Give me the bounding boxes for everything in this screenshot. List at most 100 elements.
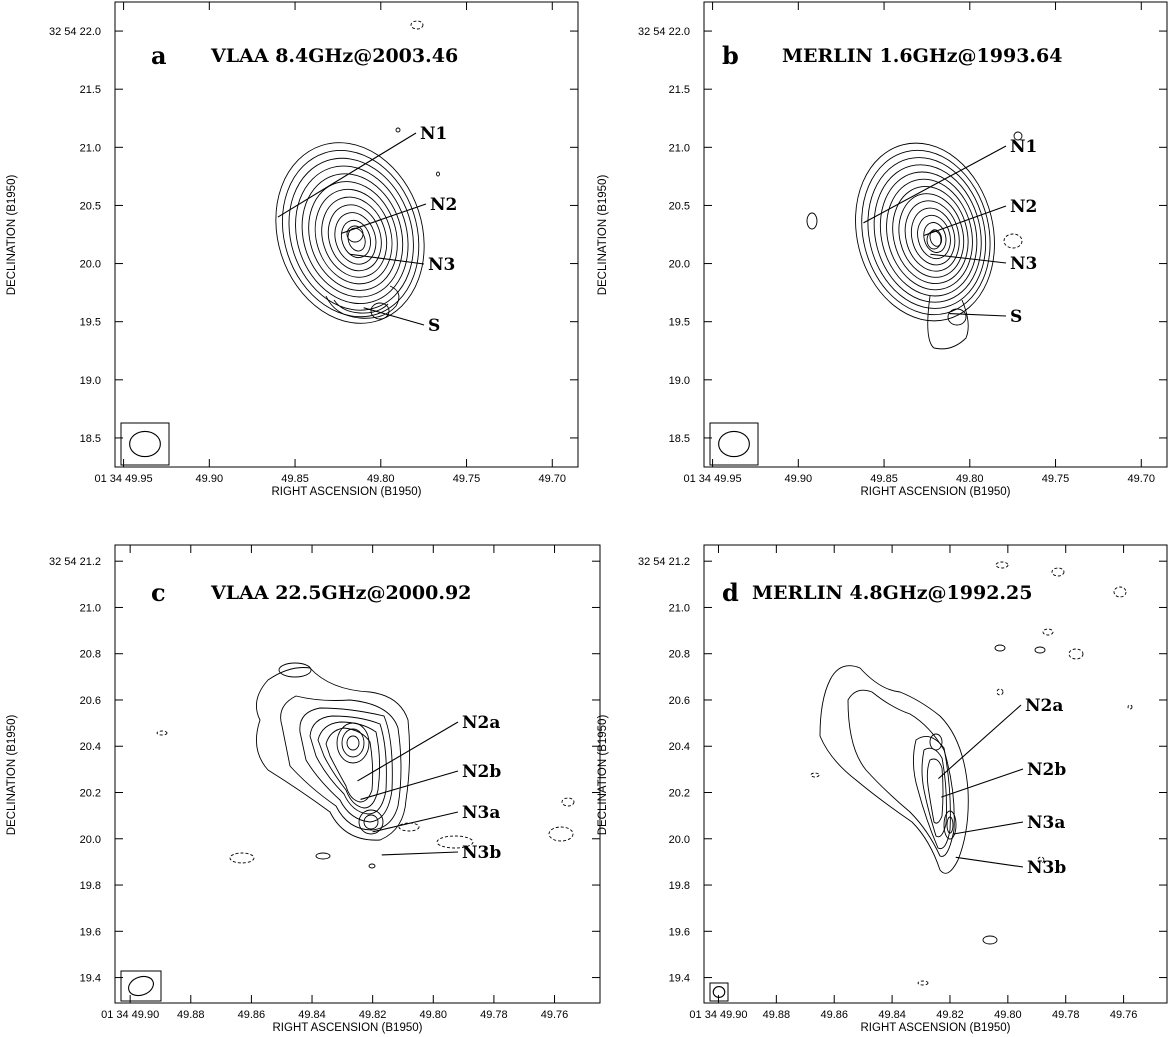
x-tick-label: 49.90 — [196, 473, 224, 485]
contour-line — [295, 165, 409, 305]
panel-b: 01 34 49.95 49.90 49.85 49.80 49.75 49.70 32 5… — [597, 1, 1168, 498]
x-tick-label: 49.82 — [359, 1009, 387, 1021]
beam-ellipse — [718, 430, 750, 458]
contour-line — [943, 810, 957, 840]
y-tick-label: 32 54 22.0 — [638, 26, 690, 38]
component-leader — [952, 821, 1024, 835]
y-tick-label: 19.4 — [80, 973, 101, 985]
y-tick-label: 20.6 — [80, 695, 101, 707]
y-tick-label: 19.0 — [669, 375, 690, 387]
y-tick-label: 20.0 — [669, 259, 690, 271]
x-tick-label: 49.70 — [1128, 473, 1156, 485]
component-leader — [863, 145, 1007, 224]
x-tick-label: 49.75 — [453, 473, 481, 485]
y-tick-label: 21.0 — [80, 602, 101, 614]
contour-line — [929, 733, 943, 751]
contour-line — [336, 722, 370, 764]
contour-line — [358, 809, 384, 835]
x-tick-label: 01 34 49.90 — [689, 1009, 747, 1021]
component-label: N3a — [1027, 813, 1065, 833]
contour-line — [309, 715, 387, 815]
contour-line — [873, 164, 982, 303]
contour-line — [913, 735, 951, 850]
contour-line — [929, 229, 943, 247]
x-axis-title: RIGHT ASCENSION (B1950) — [861, 1022, 1011, 1034]
y-axis-title: DECLINATION (B1950) — [6, 715, 18, 836]
y-tick-label: 19.6 — [80, 926, 101, 938]
component-label: N1 — [1010, 137, 1037, 157]
contour-line — [325, 727, 374, 803]
contour-map — [275, 20, 440, 324]
x-tick-label: 49.80 — [994, 1009, 1022, 1021]
contour-line — [923, 222, 947, 253]
x-tick-label: 49.86 — [820, 1009, 848, 1021]
x-tick-label: 49.85 — [870, 473, 898, 485]
negative-contour — [1051, 567, 1065, 577]
panel-title: MERLIN 4.8GHz@1992.25 — [752, 582, 1033, 604]
x-tick-label: 49.85 — [281, 473, 309, 485]
panel-letter: b — [722, 41, 739, 70]
y-tick-label: 19.5 — [669, 317, 690, 329]
x-tick-label: 49.84 — [298, 1009, 326, 1021]
contour-line — [1034, 646, 1046, 654]
contour-line — [886, 178, 973, 291]
y-tick-label: 21.5 — [80, 84, 101, 96]
y-tick-label: 20.0 — [669, 834, 690, 846]
component-label: S — [1010, 307, 1022, 327]
negative-contour — [995, 561, 1009, 569]
y-tick-label: 19.8 — [669, 880, 690, 892]
contour-line — [340, 219, 372, 259]
contour-line — [346, 225, 364, 243]
y-tick-label: 20.5 — [80, 200, 101, 212]
contour-line — [395, 127, 401, 133]
contour-line — [892, 185, 969, 285]
component-leader — [363, 307, 425, 326]
component-label: N2b — [1027, 760, 1066, 780]
contour-line — [301, 173, 404, 298]
x-tick-label: 49.75 — [1042, 473, 1070, 485]
negative-contour — [917, 980, 929, 986]
x-tick-label: 49.70 — [539, 473, 567, 485]
negative-contour — [1127, 704, 1133, 710]
y-tick-label: 20.0 — [80, 834, 101, 846]
y-tick-label: 20.2 — [80, 788, 101, 800]
contour-line — [315, 852, 331, 860]
contour-line — [926, 758, 944, 824]
y-tick-label: 21.0 — [80, 142, 101, 154]
contour-line — [363, 814, 379, 830]
component-label: N2 — [1010, 197, 1037, 217]
contour-line — [321, 196, 388, 278]
contour-map — [156, 662, 575, 869]
contour-line — [819, 665, 969, 874]
component-label: N2a — [462, 713, 500, 733]
component-leader — [372, 811, 459, 833]
x-tick-label: 49.78 — [480, 1009, 508, 1021]
x-tick-label: 01 34 49.95 — [684, 473, 742, 485]
y-tick-label: 20.0 — [80, 259, 101, 271]
beam-ellipse — [128, 975, 154, 997]
y-tick-label: 19.4 — [669, 973, 690, 985]
contour-line — [910, 207, 956, 266]
negative-contour — [398, 822, 420, 832]
y-tick-label: 20.5 — [669, 200, 690, 212]
negative-contour — [996, 688, 1004, 696]
y-tick-label: 21.0 — [669, 602, 690, 614]
panel-d: 01 34 49.90 49.88 49.86 49.84 49.82 49.80 49.7… — [597, 544, 1168, 1034]
component-leader — [938, 704, 1022, 780]
y-axis-title: DECLINATION (B1950) — [597, 715, 609, 836]
negative-contour — [229, 852, 255, 864]
beam-box — [709, 982, 729, 1002]
component-label: N2 — [430, 195, 457, 215]
component-label: N2b — [462, 762, 501, 782]
panel-letter: d — [722, 578, 739, 607]
plot-frame — [114, 1, 579, 468]
y-axis-title: DECLINATION (B1950) — [6, 175, 18, 296]
beam-ellipse — [129, 430, 161, 458]
panel-title: MERLIN 1.6GHz@1993.64 — [782, 45, 1063, 67]
negative-contour — [1003, 233, 1023, 249]
contour-line — [288, 157, 414, 311]
x-tick-label: 01 34 49.95 — [95, 473, 153, 485]
plot-frame — [703, 1, 1168, 468]
component-leader — [357, 721, 459, 782]
